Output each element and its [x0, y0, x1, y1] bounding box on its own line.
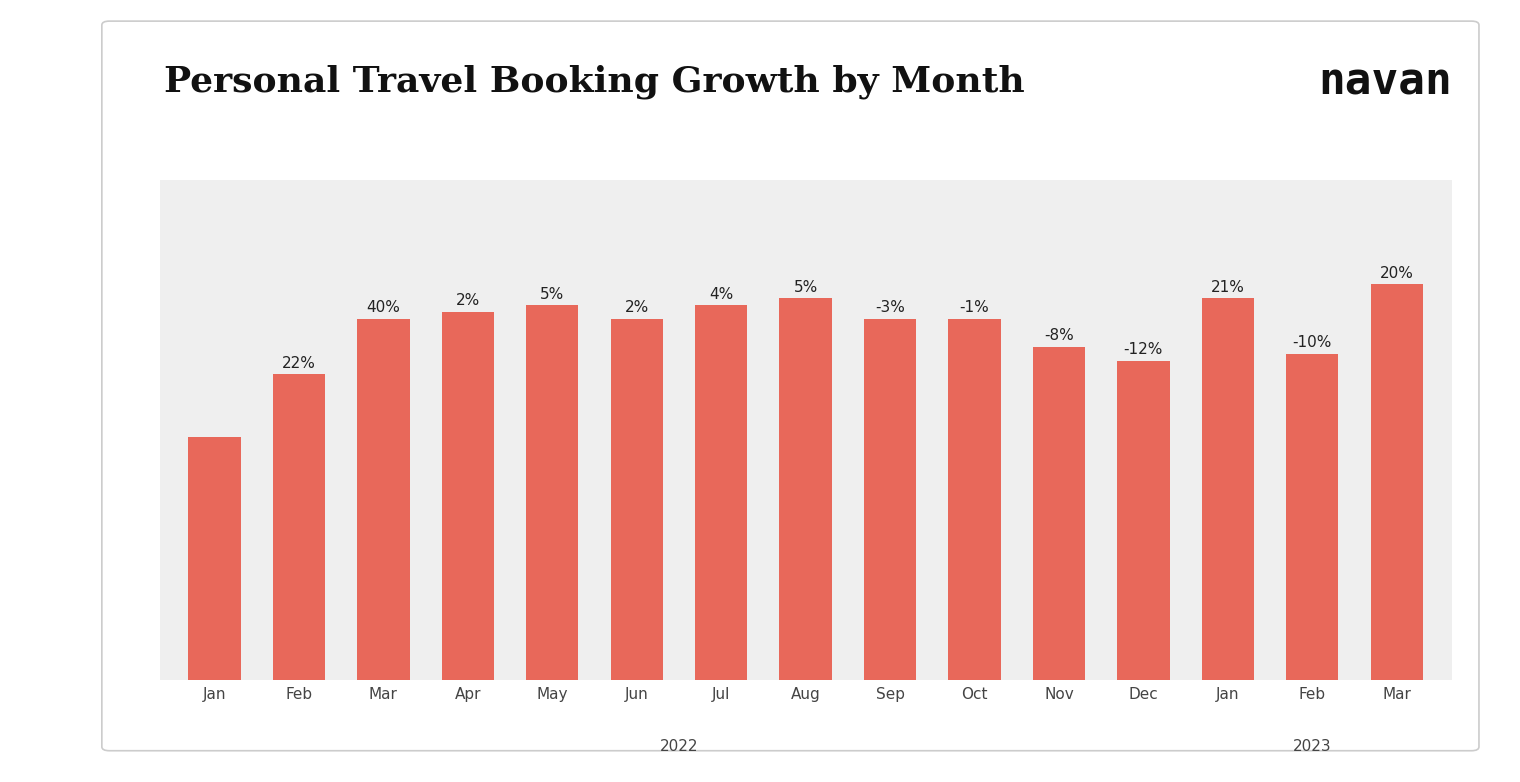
Text: 22%: 22%: [283, 356, 316, 371]
Bar: [1286, 353, 1339, 680]
Text: 2023: 2023: [1294, 740, 1332, 755]
Text: 5%: 5%: [540, 286, 564, 302]
Text: 2%: 2%: [625, 300, 649, 315]
Bar: [272, 375, 325, 680]
Text: 21%: 21%: [1211, 279, 1245, 295]
Text: 40%: 40%: [366, 300, 400, 315]
Text: 5%: 5%: [793, 279, 818, 295]
Text: Personal Travel Booking Growth by Month: Personal Travel Booking Growth by Month: [164, 65, 1024, 99]
Text: -3%: -3%: [876, 300, 904, 315]
Bar: [526, 305, 579, 680]
Text: -1%: -1%: [959, 300, 990, 315]
Bar: [357, 319, 409, 680]
Bar: [863, 319, 917, 680]
Bar: [1202, 298, 1254, 680]
Text: -12%: -12%: [1123, 342, 1163, 357]
Bar: [1371, 284, 1423, 680]
Text: -8%: -8%: [1044, 328, 1073, 343]
Bar: [1032, 346, 1085, 680]
Bar: [611, 319, 663, 680]
Text: 2%: 2%: [456, 293, 480, 308]
Bar: [780, 298, 831, 680]
Bar: [695, 305, 748, 680]
Text: 20%: 20%: [1380, 266, 1414, 281]
Text: 2022: 2022: [660, 740, 698, 755]
Text: 4%: 4%: [708, 286, 733, 302]
Bar: [188, 437, 240, 680]
Bar: [1117, 361, 1169, 680]
Bar: [442, 312, 494, 680]
Text: navan: navan: [1318, 61, 1452, 103]
Bar: [948, 319, 1000, 680]
Text: -10%: -10%: [1292, 335, 1332, 350]
